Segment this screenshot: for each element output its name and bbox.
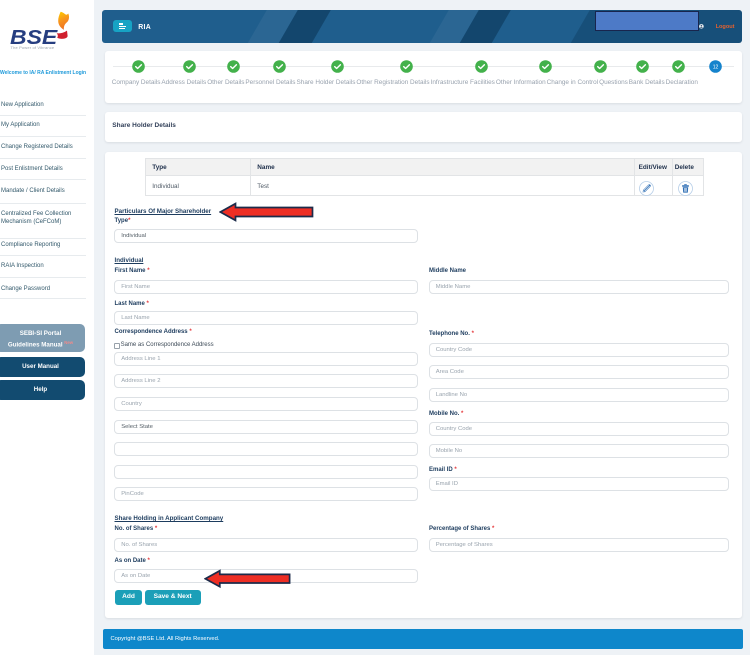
svg-text:12: 12 [713,64,719,70]
